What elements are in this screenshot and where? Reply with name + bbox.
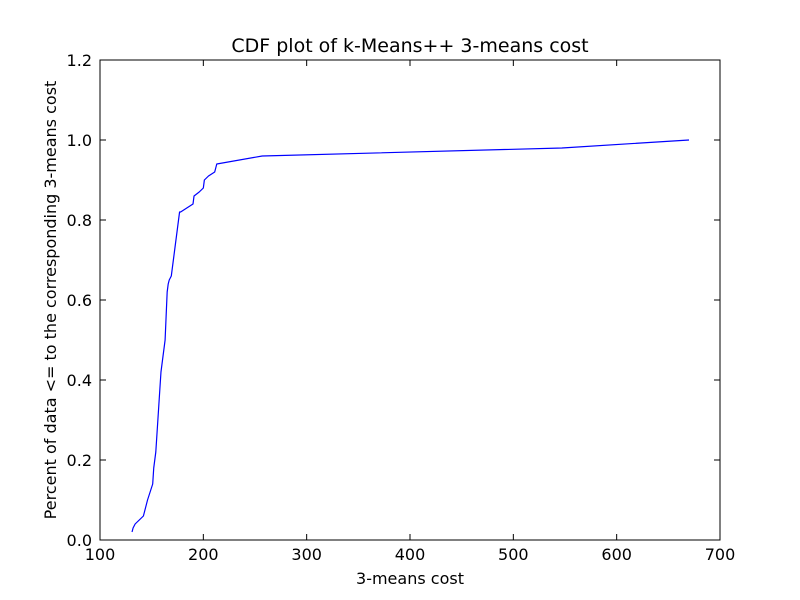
x-axis-label: 3-means cost (356, 569, 464, 588)
plot-frame (99, 59, 721, 541)
y-tick-label: 0.4 (67, 371, 92, 390)
y-tick-label: 1.0 (67, 131, 92, 150)
y-tick-label: 0.0 (67, 531, 92, 550)
y-axis-label: Percent of data <= to the corresponding … (41, 81, 60, 520)
x-tick-label: 600 (601, 545, 632, 564)
chart-title: CDF plot of k-Means++ 3-means cost (231, 35, 588, 57)
series-group (131, 139, 690, 533)
axis-ticks: 100 200 300 400 500 600 700 0.0 0.2 0.4 0.6 0.8 1.0 1… (67, 51, 736, 564)
y-tick-label: 1.2 (67, 51, 92, 70)
x-tick-label: 500 (498, 545, 529, 564)
y-tick-label: 0.2 (67, 451, 92, 470)
x-tick-label: 200 (188, 545, 219, 564)
cdf-series-line (131, 139, 690, 533)
x-tick-label: 300 (291, 545, 322, 564)
x-tick-label: 100 (85, 545, 116, 564)
x-tick-label: 700 (705, 545, 736, 564)
y-tick-label: 0.8 (67, 211, 92, 230)
plot-area (100, 60, 720, 540)
y-tick-label: 0.6 (67, 291, 92, 310)
x-tick-label: 400 (395, 545, 426, 564)
